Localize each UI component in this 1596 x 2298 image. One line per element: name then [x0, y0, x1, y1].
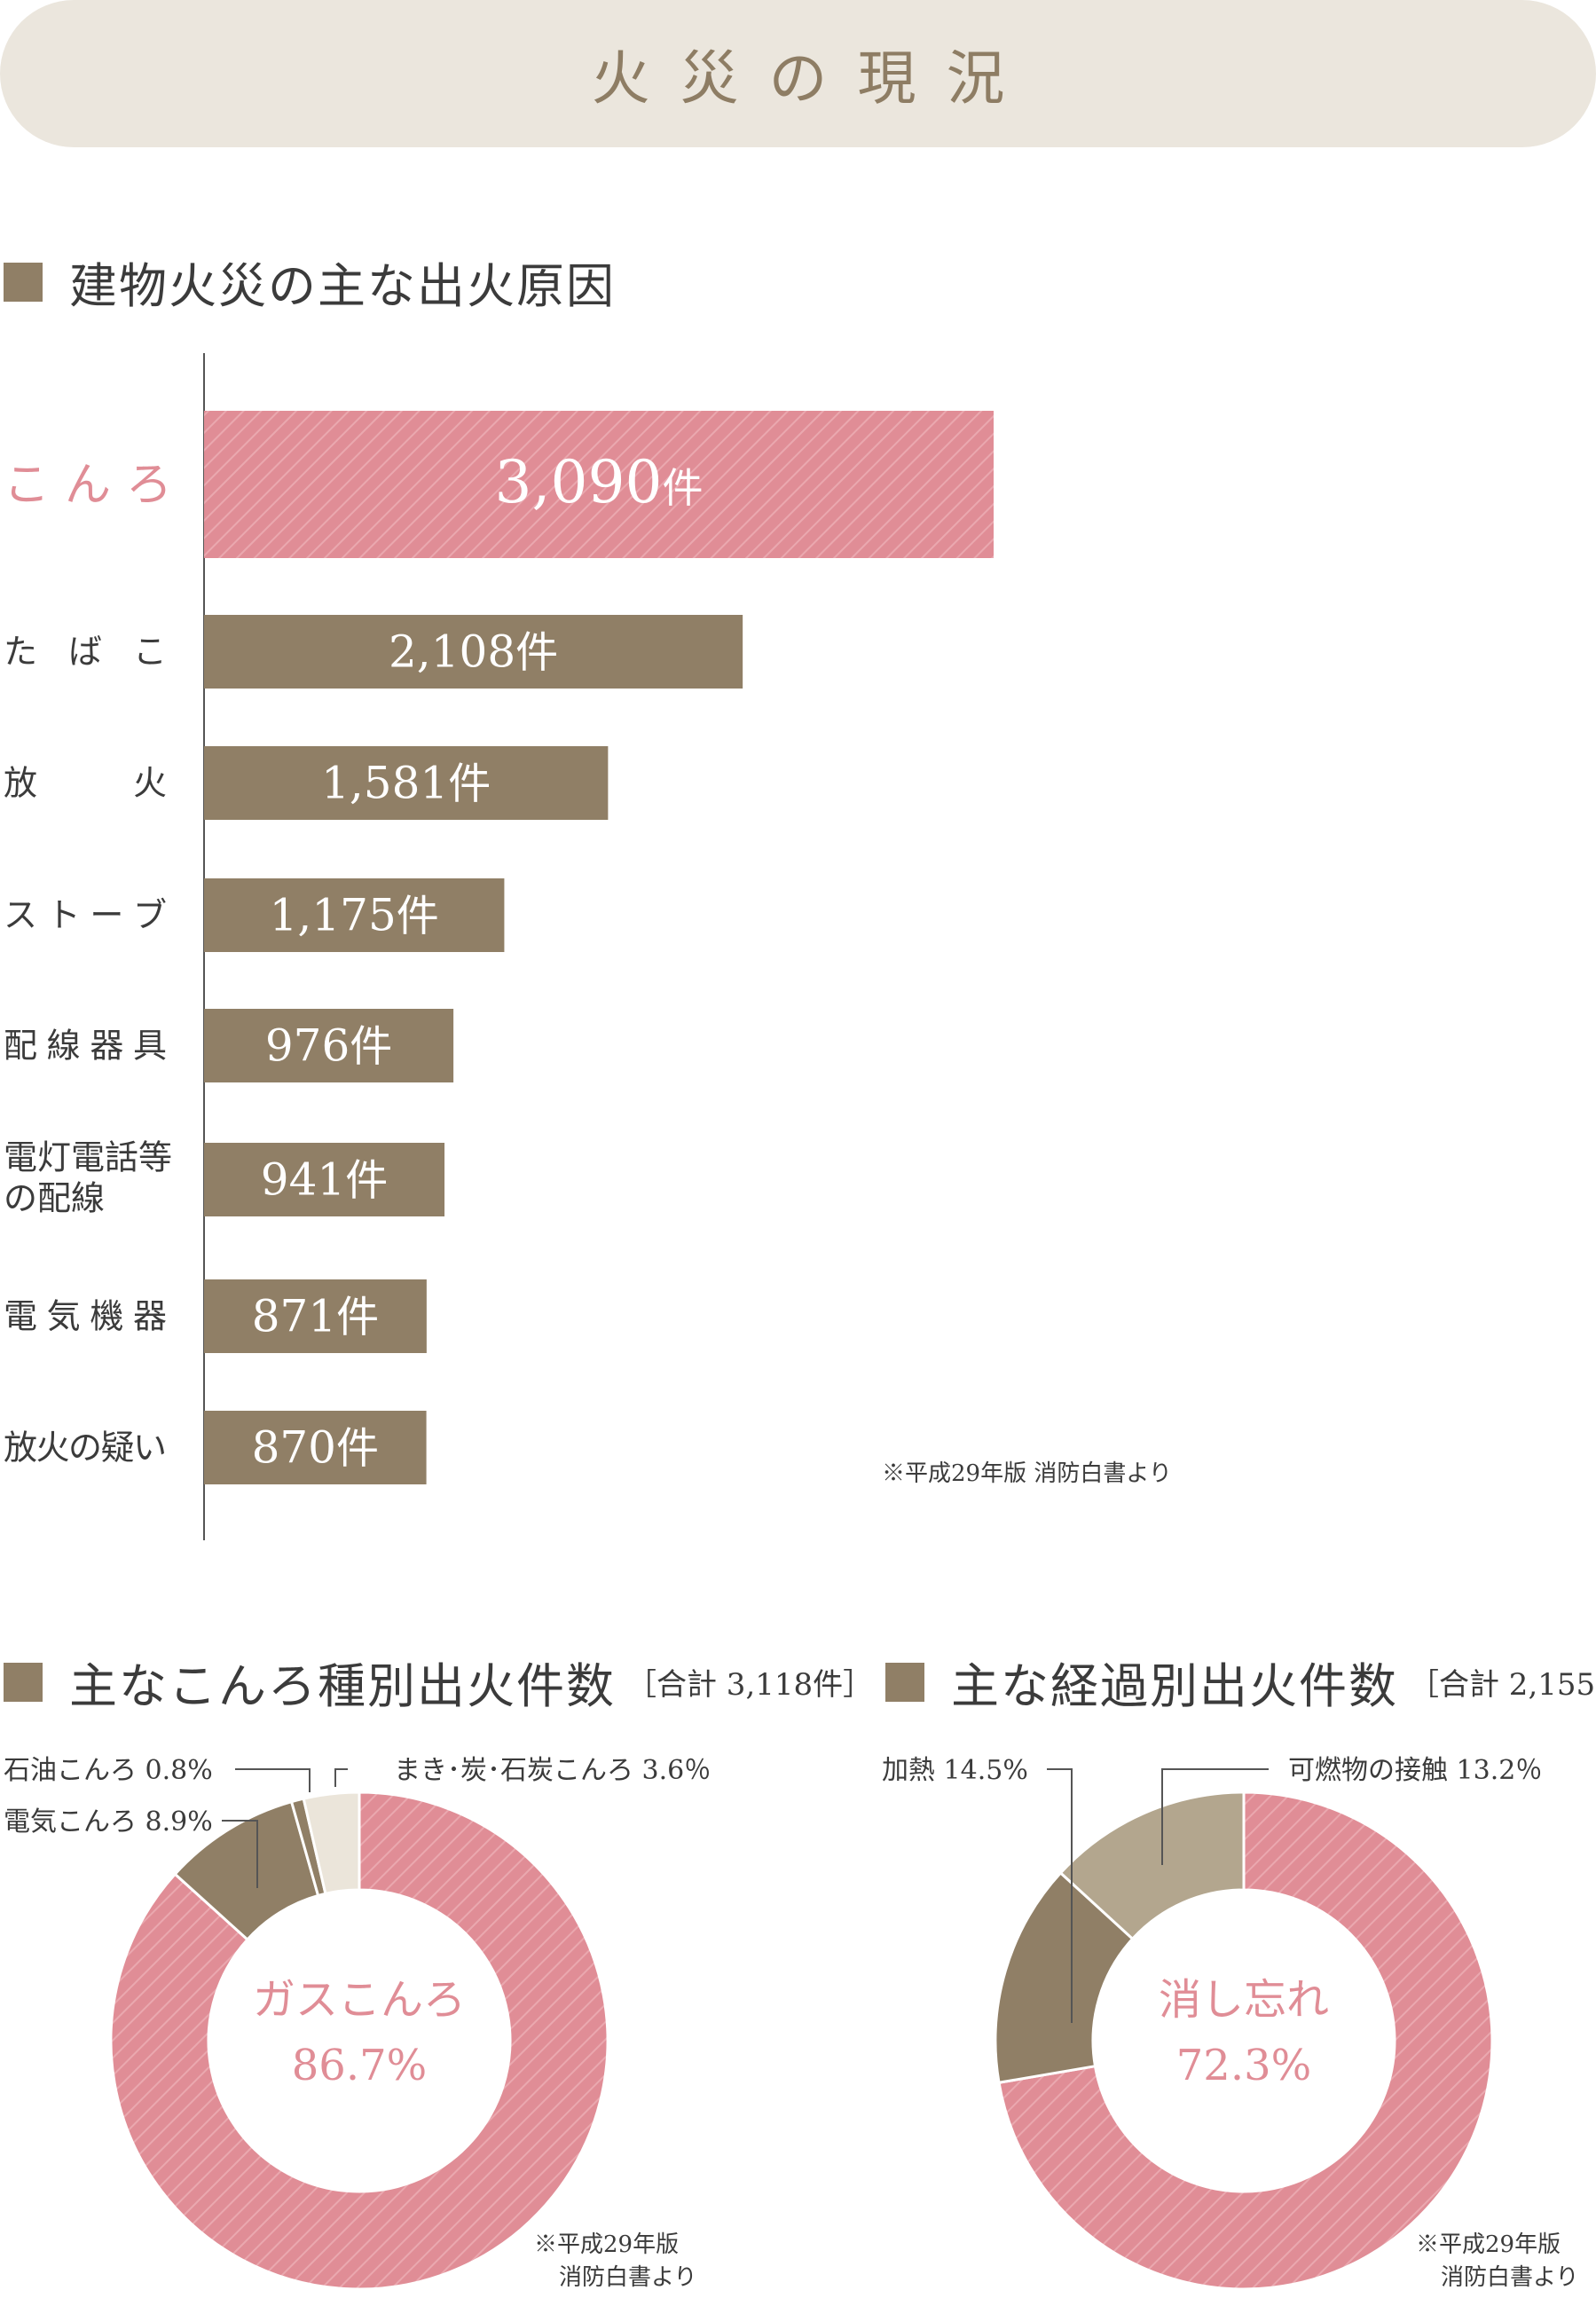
left-pie-total: ［合計 3,118件］	[626, 1667, 874, 1703]
left-pie-label-charcoal: まき･炭･石炭こんろ 3.6％	[394, 1755, 711, 1786]
bar-value-label-7: 870件	[252, 1422, 379, 1474]
left-pie-heading: 主なこんろ種別出火件数 ［合計 3,118件］	[4, 1647, 873, 1717]
square-bullet-icon	[4, 1662, 43, 1702]
bar-category-label-4: 配線器具	[4, 1027, 167, 1066]
right-pie-source-line-2: 消防白書より	[1441, 2264, 1578, 2291]
bar-category-label-5: 電灯電話等の配線	[4, 1138, 172, 1218]
right-pie-source-line-1: ※平成29年版	[1416, 2231, 1561, 2258]
bar-chart: 3,090件 こ ん ろ 2,108件 た ば こ 1,581件 放 火 1,175件 ス ト…	[4, 353, 994, 1540]
bar-value-label-3: 1,175件	[270, 890, 439, 941]
bar-value-label-6: 871件	[252, 1291, 379, 1342]
bar-section-title: 建物火災の主な出火原因	[69, 258, 616, 314]
right-pie-total: ［合計 2,155件］	[1409, 1667, 1596, 1703]
bar-value-label-0: 3,090件	[495, 448, 704, 516]
right-pie-heading: 主な経過別出火件数 ［合計 2,155件］	[885, 1647, 1596, 1717]
square-bullet-icon	[885, 1662, 924, 1702]
bar-5	[204, 1143, 445, 1216]
bar-7	[204, 1411, 427, 1484]
right-pie-label-heating: 加熱 14.5%	[882, 1755, 1028, 1786]
left-pie-center-value: 86.7%	[292, 2041, 427, 2090]
bar-value-label-2: 1,581件	[321, 758, 491, 809]
bar-category-label-0: こ ん ろ	[4, 459, 172, 512]
right-donut-slice-0	[997, 1790, 1494, 2291]
bar-0	[204, 411, 994, 558]
left-pie-label-oil: 石油こんろ 0.8%	[4, 1755, 213, 1786]
bar-4	[204, 1009, 454, 1082]
page-title: 火災の現況	[591, 44, 1035, 113]
bar-value-label-5: 941件	[261, 1154, 388, 1206]
bar-3	[204, 878, 505, 952]
bar-category-label-1: た ば こ	[4, 633, 167, 672]
left-pie-source-line-1: ※平成29年版	[534, 2231, 679, 2258]
page-banner: 火災の現況	[0, 0, 1596, 147]
left-donut-slice-0	[109, 1790, 609, 2291]
right-pie-center-value: 72.3%	[1176, 2041, 1311, 2090]
bar-category-label-2: 放 火	[4, 764, 167, 803]
left-pie-title: 主なこんろ種別出火件数	[69, 1658, 616, 1714]
bar-6	[204, 1279, 427, 1353]
right-pie-center-label: 消し忘れ	[1159, 1975, 1329, 2025]
bar-category-label-7: 放火の疑い	[4, 1428, 167, 1468]
right-pie-title: 主な経過別出火件数	[951, 1658, 1398, 1714]
donut-charts: 石油こんろ 0.8% まき･炭･石炭こんろ 3.6％ 電気こんろ 8.9% ガス…	[4, 1755, 1578, 2291]
bar-2	[204, 746, 609, 820]
bar-source-note: ※平成29年版 消防白書より	[882, 1460, 1172, 1487]
left-pie-label-electric: 電気こんろ 8.9%	[4, 1806, 213, 1838]
left-donut-slice-3	[302, 1790, 361, 1896]
right-donut-slice-2	[1058, 1790, 1246, 1941]
bar-value-label-4: 976件	[265, 1020, 392, 1072]
bar-category-label-3: ス ト ー ブ	[4, 896, 167, 935]
bar-1	[204, 615, 743, 689]
square-bullet-icon	[4, 262, 43, 302]
bar-value-label-1: 2,108件	[389, 626, 558, 678]
bar-section-heading: 建物火災の主な出火原因	[4, 247, 616, 317]
right-pie-label-contact: 可燃物の接触 13.2％	[1288, 1755, 1542, 1786]
left-pie-center-label: ガスこんろ	[253, 1975, 466, 2025]
left-pie-source-line-2: 消防白書より	[559, 2264, 696, 2291]
bar-category-label-6: 電気機器	[4, 1297, 167, 1336]
